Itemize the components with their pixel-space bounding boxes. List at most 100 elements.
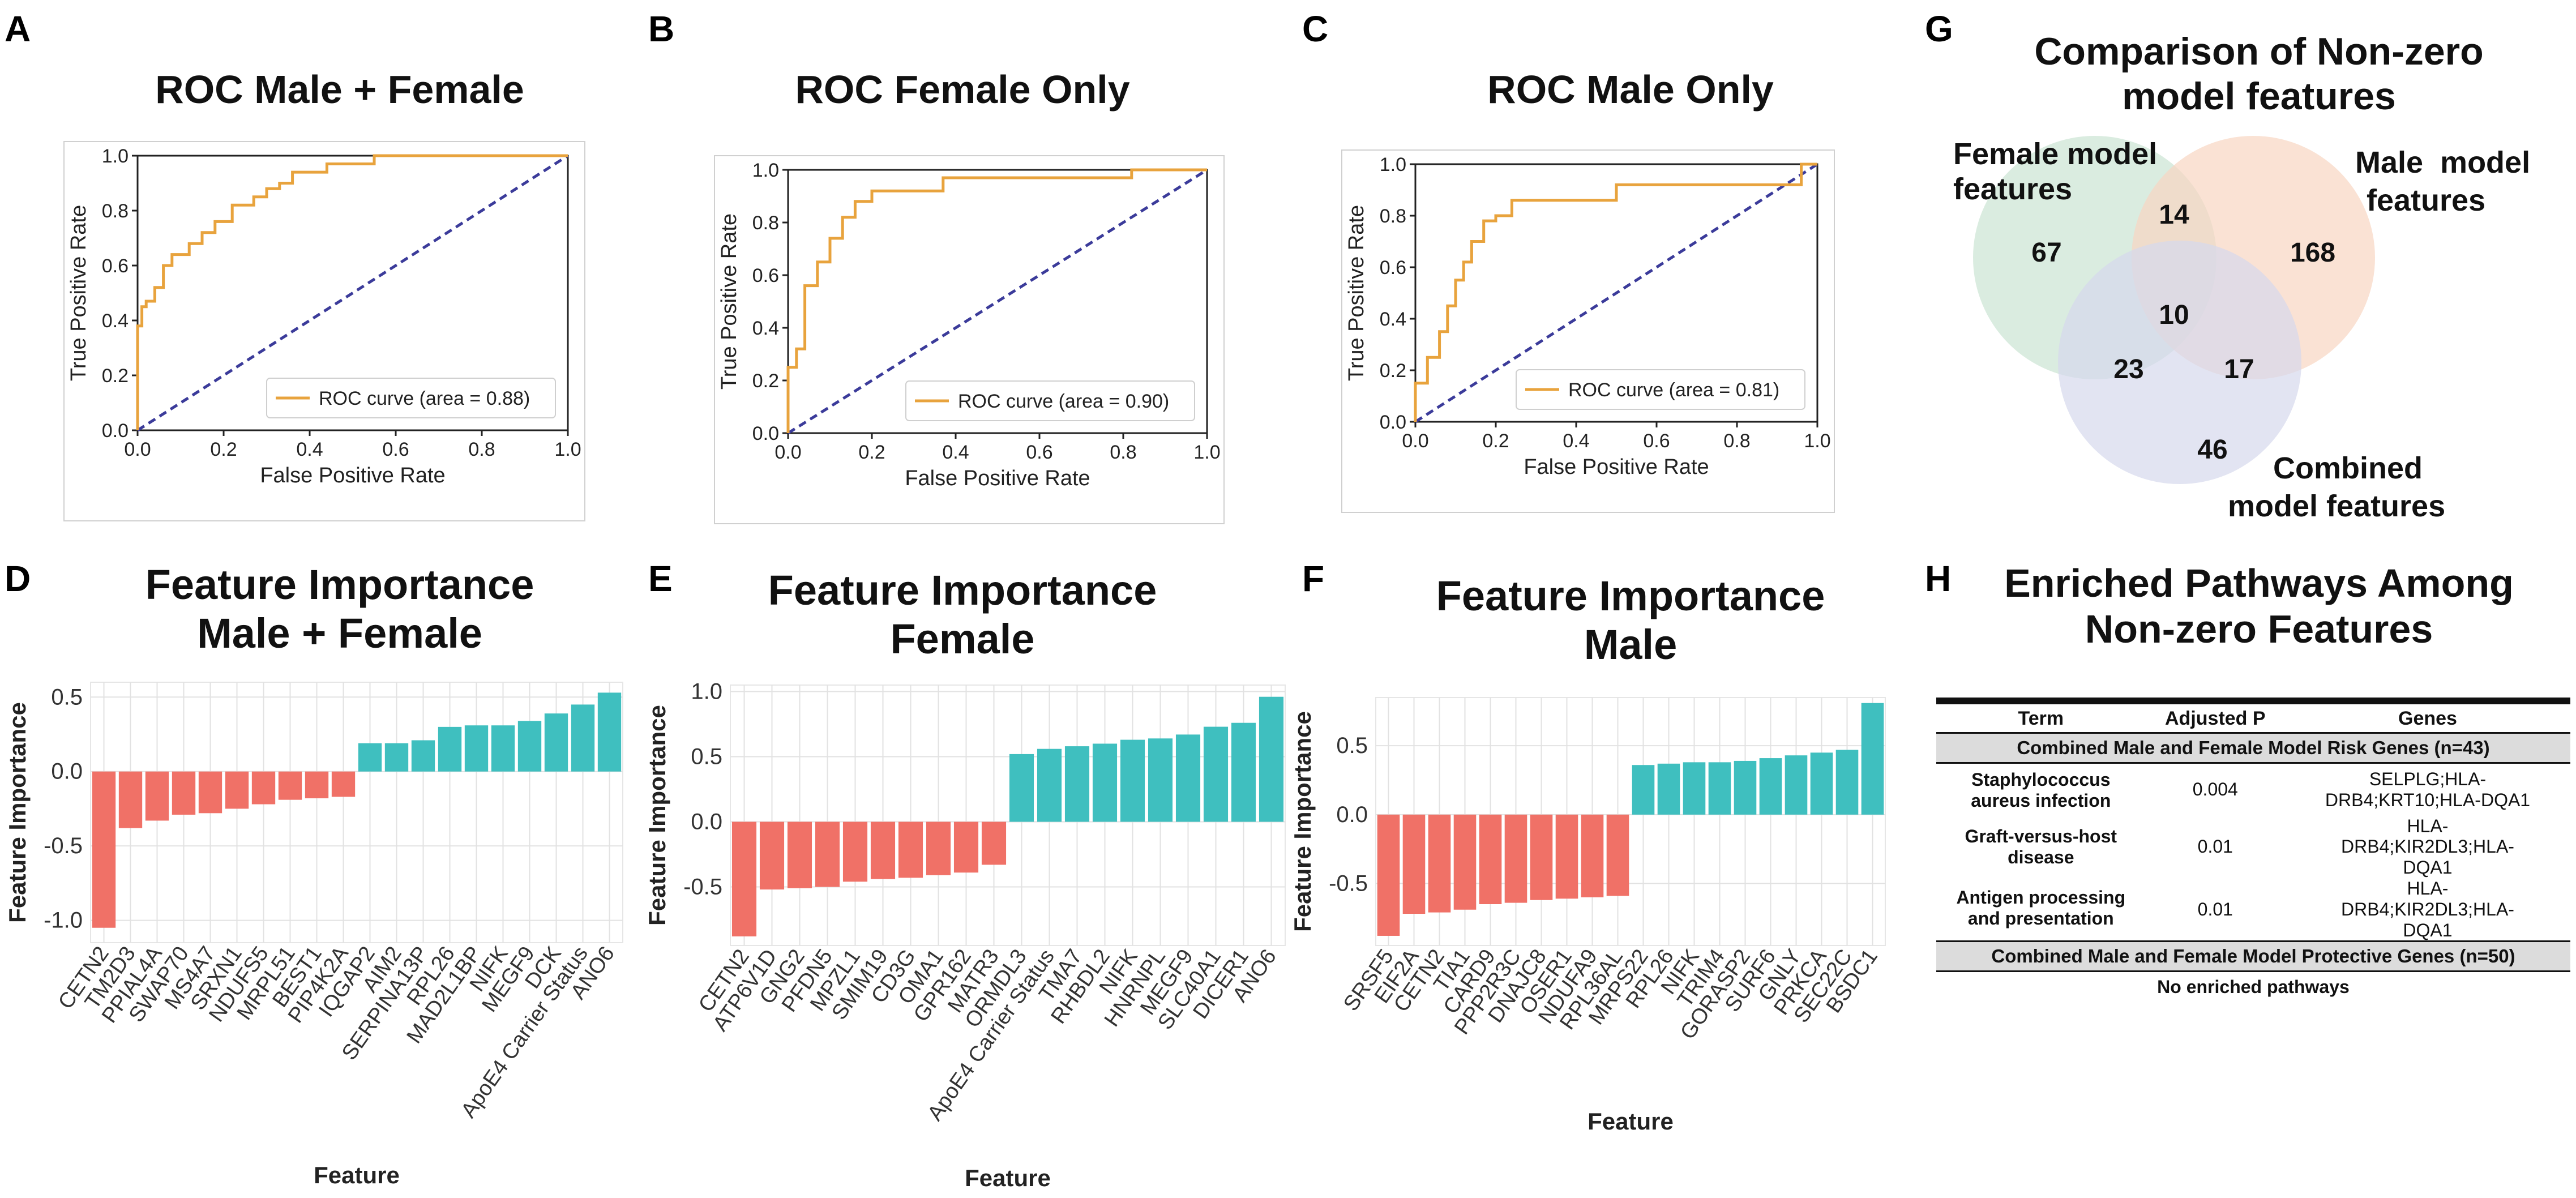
roc-y-tick-label: 0.8 — [752, 212, 779, 234]
roc-y-tick-label: 0.2 — [1380, 360, 1406, 382]
feature-bar — [1810, 752, 1833, 815]
panel-label-e: E — [648, 558, 673, 599]
bar-y-tick-label: 0.0 — [691, 810, 722, 835]
roc-y-tick-label: 1.0 — [752, 160, 779, 181]
feature-bar — [251, 771, 276, 805]
roc-legend-label: ROC curve (area = 0.81) — [1568, 379, 1779, 401]
table-header-adjusted-p: Adjusted P — [2165, 708, 2266, 729]
panel-label-a: A — [5, 8, 31, 49]
table-header-genes: Genes — [2398, 708, 2457, 729]
feature-bar — [870, 822, 896, 879]
panel-f-title-line2: Male — [1584, 621, 1678, 668]
roc-curve-line — [786, 168, 1207, 433]
table-section-protective-label: Combined Male and Female Model Protectiv… — [1936, 940, 2570, 973]
feature-bar — [1453, 814, 1477, 910]
roc-x-tick-label: 0.8 — [1723, 430, 1750, 452]
roc-x-tick-label: 0.8 — [1110, 442, 1136, 463]
roc-y-tick-label: 0.4 — [1380, 309, 1406, 330]
panel-e-title-line2: Female — [890, 615, 1035, 662]
panel-label-b: B — [648, 8, 675, 49]
panel-f-title-line1: Feature Importance — [1436, 572, 1825, 619]
roc-y-tick-label: 0.4 — [752, 318, 779, 339]
feature-bar — [1606, 814, 1629, 896]
feature-bar — [358, 743, 382, 772]
bar-y-axis-title: Feature Importance — [644, 705, 670, 926]
feature-bar — [1175, 734, 1201, 822]
table-cell-genes: SELPLG;HLA- DRB4;KRT10;HLA-DQA1 — [2285, 763, 2570, 816]
panel-label-f: F — [1302, 558, 1325, 599]
roc-y-axis-title: True Positive Rate — [1345, 205, 1368, 381]
feature-chart-f-svg: -0.50.00.5SRSF5EIF2ACETN2TIA1CARD9PPP2R3… — [1289, 697, 1886, 1135]
venn-svg: Female model features Male model feature… — [1953, 136, 2530, 523]
genes-line: HLA- — [2407, 815, 2449, 836]
feature-bar — [1259, 696, 1284, 822]
feature-bar — [1428, 814, 1451, 913]
feature-bar — [1377, 814, 1400, 936]
feature-bar — [1861, 703, 1884, 815]
feature-bar — [1504, 814, 1527, 903]
feature-bar — [1683, 762, 1706, 815]
venn-circle-combined — [2058, 241, 2301, 484]
roc-x-tick-label: 0.2 — [858, 442, 885, 463]
table-header-term: Term — [2018, 708, 2064, 729]
feature-bar — [1203, 726, 1229, 822]
panel-b-title: ROC Female Only — [795, 67, 1130, 112]
roc-y-tick-label: 1.0 — [1380, 154, 1406, 176]
feature-bar — [815, 822, 840, 887]
venn-combined-label-2: model features — [2228, 489, 2445, 523]
roc-legend-box — [266, 378, 556, 418]
roc-x-tick-label: 0.4 — [296, 439, 323, 460]
feature-bar — [464, 725, 489, 772]
bar-y-tick-label: 0.5 — [691, 745, 722, 769]
roc-y-tick-label: 0.6 — [752, 265, 779, 286]
feature-bar — [225, 771, 249, 809]
panel-g-title-line1: Comparison of Non-zero — [2034, 30, 2484, 73]
roc-chance-diagonal — [787, 168, 1208, 435]
roc-curve-line — [1414, 162, 1817, 422]
feature-bar — [1530, 814, 1553, 900]
roc-x-tick-label: 0.2 — [1482, 430, 1509, 452]
bar-y-tick-label: 1.0 — [691, 679, 722, 704]
feature-bar — [842, 822, 868, 882]
table-section-risk: Combined Male and Female Model Risk Gene… — [1936, 732, 2570, 764]
term-line: Graft-versus-host — [1965, 825, 2117, 846]
table-cell-p: 0.01 — [2197, 898, 2233, 919]
feature-bar — [118, 771, 143, 828]
table-cell-term: Staphylococcus aureus infection — [1936, 763, 2146, 816]
roc-y-tick-label: 0.0 — [1380, 412, 1406, 433]
feature-bar — [172, 771, 196, 815]
panel-label-h: H — [1925, 558, 1952, 599]
table-section-risk-label: Combined Male and Female Model Risk Gene… — [1936, 732, 2570, 764]
venn-count-female-male: 14 — [2159, 200, 2189, 230]
feature-bar — [1092, 743, 1118, 822]
feature-bar — [787, 822, 812, 888]
venn-count-female-combined: 23 — [2113, 354, 2143, 384]
feature-bar — [1064, 746, 1090, 822]
panel-f-title: Feature Importance Male — [1347, 572, 1914, 669]
roc-chart-a-svg: 0.00.0 0.2 0.2 0.4 0.4 0.6 0.6 0.8 0.8 1.0 1.0 ROC … — [63, 141, 585, 521]
roc-y-tick-label: 0.2 — [102, 365, 129, 387]
table-cell-p: 0.004 — [2192, 779, 2238, 800]
roc-x-tick-label: 0.8 — [468, 439, 495, 460]
roc-x-tick-label: 0.2 — [210, 439, 237, 460]
roc-x-tick-label: 0.6 — [382, 439, 409, 460]
panel-h-title: Enriched Pathways Among Non-zero Feature… — [1942, 561, 2576, 652]
panel-g-title-line2: model features — [2122, 74, 2396, 118]
roc-chance-diagonal — [1414, 162, 1818, 423]
venn-count-male-combined: 17 — [2224, 354, 2254, 384]
genes-line: DQA1 — [2403, 857, 2453, 878]
feature-chart-e: -0.5 0.0 0.5 1.0 CETN2 ATP6V1D GNG2 PFDN5 MPZL1 S… — [644, 679, 1286, 1191]
feature-bar — [384, 743, 409, 772]
feature-bar — [438, 726, 462, 772]
feature-bar — [305, 771, 329, 799]
panel-h-title-line1: Enriched Pathways Among — [2004, 561, 2514, 605]
feature-bar — [1402, 814, 1426, 914]
feature-bar — [331, 771, 356, 797]
venn-count-female-only: 67 — [2031, 238, 2061, 268]
roc-figure-frame — [63, 141, 585, 521]
feature-bar — [145, 771, 169, 821]
feature-bar — [597, 692, 622, 772]
panel-d-title: Feature Importance Male + Female — [57, 561, 623, 658]
roc-legend-box — [905, 380, 1195, 421]
roc-chart-b-svg: 0.00.0 0.2 0.2 0.4 0.4 0.6 0.6 0.8 0.8 1.0 1.0 ROC … — [714, 155, 1225, 524]
